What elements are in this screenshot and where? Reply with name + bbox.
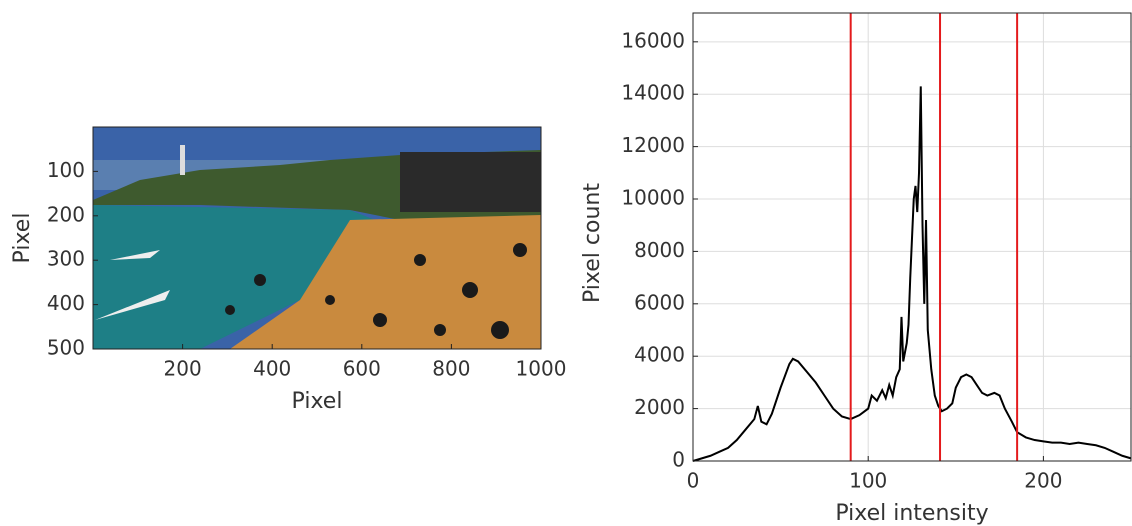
x-tick-label: 1000 (516, 357, 567, 381)
image-frame (92, 126, 542, 350)
y-tick-label: 100 (47, 158, 85, 182)
y-tick-label: 6000 (634, 290, 685, 314)
y-tick-label: 4000 (634, 343, 685, 367)
y-axis-label: Pixel (10, 213, 35, 264)
y-tick-label: 0 (672, 448, 685, 472)
x-axis-label: Pixel (292, 389, 343, 414)
y-tick-label: 10000 (621, 186, 685, 210)
photo (93, 127, 541, 349)
x-tick-label: 800 (432, 357, 470, 381)
y-tick-label: 12000 (621, 133, 685, 157)
histogram-line (692, 86, 1132, 462)
y-tick-label: 200 (47, 202, 85, 226)
y-tick-label: 8000 (634, 238, 685, 262)
y-tick-label: 16000 (621, 28, 685, 52)
x-tick-label: 400 (253, 357, 291, 381)
plot-frame (692, 12, 1132, 462)
y-tick-label: 500 (47, 336, 85, 360)
x-tick-label: 100 (849, 469, 887, 493)
x-tick-label: 0 (687, 469, 700, 493)
y-tick-label: 400 (47, 291, 85, 315)
y-tick-label: 14000 (621, 81, 685, 105)
x-tick-label: 200 (1024, 469, 1062, 493)
x-tick-label: 600 (343, 357, 381, 381)
y-tick-label: 300 (47, 247, 85, 271)
y-axis-label: Pixel count (580, 183, 605, 303)
x-tick-label: 200 (164, 357, 202, 381)
y-tick-label: 2000 (634, 395, 685, 419)
x-axis-label: Pixel intensity (835, 501, 988, 526)
